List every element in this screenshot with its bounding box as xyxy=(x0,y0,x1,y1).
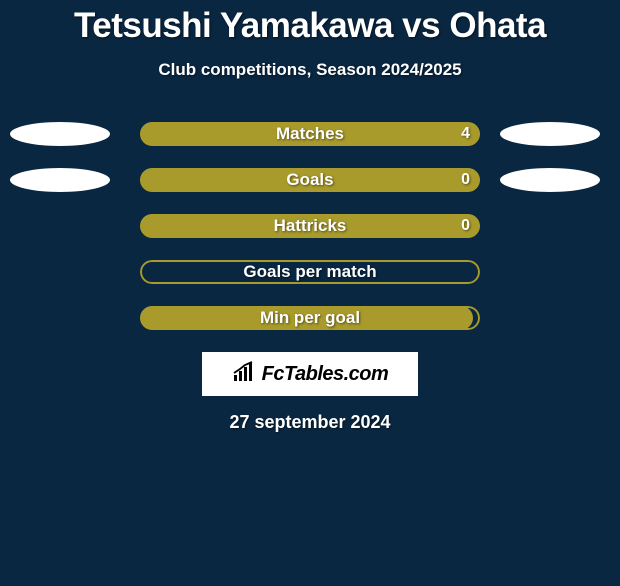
stat-bar: Min per goal xyxy=(140,306,480,330)
stat-label: Goals xyxy=(140,170,480,190)
stat-value: 0 xyxy=(461,171,470,189)
chart-bars-icon xyxy=(232,361,258,388)
stat-bar: Hattricks0 xyxy=(140,214,480,238)
stat-label: Hattricks xyxy=(140,216,480,236)
comparison-rows: Matches4Goals0Hattricks0Goals per matchM… xyxy=(0,122,620,330)
player-right-marker xyxy=(500,168,600,192)
logo-box[interactable]: FcTables.com xyxy=(202,352,418,396)
stat-label: Min per goal xyxy=(140,308,480,328)
date-text: 27 september 2024 xyxy=(0,412,620,433)
stat-bar: Goals per match xyxy=(140,260,480,284)
stat-row: Goals0 xyxy=(0,168,620,192)
player-right-marker xyxy=(500,122,600,146)
stat-label: Goals per match xyxy=(140,262,480,282)
stat-row: Min per goal xyxy=(0,306,620,330)
subtitle: Club competitions, Season 2024/2025 xyxy=(0,60,620,80)
stat-row: Hattricks0 xyxy=(0,214,620,238)
logo-text: FcTables.com xyxy=(262,363,389,386)
stat-row: Goals per match xyxy=(0,260,620,284)
stat-value: 4 xyxy=(461,125,470,143)
stat-bar: Goals0 xyxy=(140,168,480,192)
stat-row: Matches4 xyxy=(0,122,620,146)
stat-bar: Matches4 xyxy=(140,122,480,146)
player-left-marker xyxy=(10,168,110,192)
page-title: Tetsushi Yamakawa vs Ohata xyxy=(0,6,620,46)
stat-label: Matches xyxy=(140,124,480,144)
stat-value: 0 xyxy=(461,217,470,235)
player-left-marker xyxy=(10,122,110,146)
